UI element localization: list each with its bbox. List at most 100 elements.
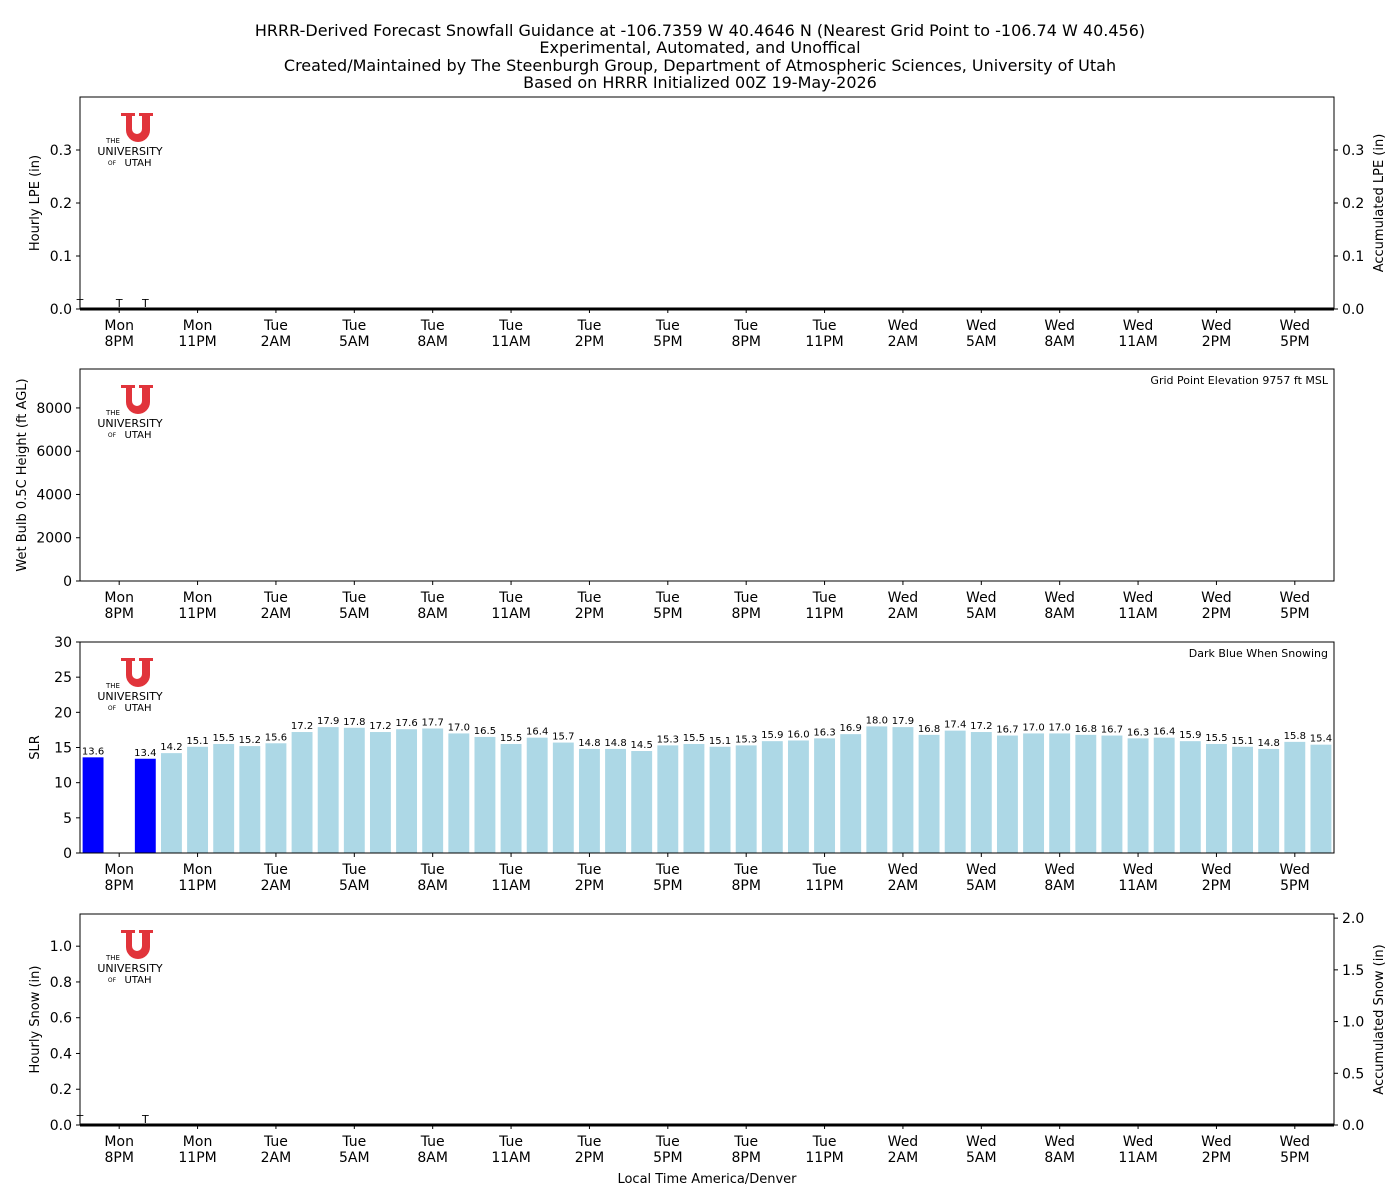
- utah-u-icon: [121, 658, 153, 687]
- slr-value-label: 17.6: [395, 718, 417, 729]
- x-tick-day: Tue: [576, 590, 601, 606]
- x-tick-time: 2PM: [1202, 334, 1231, 350]
- plot-frame: [79, 96, 1335, 310]
- title-line-4: Based on HRRR Initialized 00Z 19-May-202…: [523, 73, 877, 92]
- x-tick-day: Wed: [966, 318, 997, 334]
- x-tick-time: 5AM: [966, 334, 997, 350]
- x-tick-day: Tue: [420, 318, 445, 334]
- x-tick-time: 5PM: [1280, 334, 1309, 350]
- x-tick-time: 8PM: [731, 606, 760, 622]
- slr-value-label: 16.9: [840, 723, 862, 734]
- x-tick-day: Wed: [1123, 1134, 1154, 1150]
- y-axis-label-right: Accumulated LPE (in): [1372, 134, 1387, 273]
- x-tick-time: 8AM: [1044, 878, 1075, 894]
- slr-value-label: 16.4: [1153, 727, 1175, 738]
- slr-value-label: 14.8: [1258, 738, 1280, 749]
- y-tick-label-right: 1.0: [1342, 1015, 1364, 1031]
- x-tick-time: 11AM: [1118, 334, 1157, 350]
- slr-value-label: 15.5: [1205, 733, 1227, 744]
- x-tick-day: Mon: [104, 862, 134, 878]
- logo-the: THE: [105, 682, 120, 690]
- x-tick-time: 8PM: [104, 1150, 133, 1166]
- slr-bar: [1153, 737, 1175, 853]
- x-tick-time: 2PM: [575, 1150, 604, 1166]
- x-tick-time: 2AM: [261, 1150, 292, 1166]
- title-line-1: HRRR-Derived Forecast Snowfall Guidance …: [255, 21, 1145, 40]
- logo-university: UNIVERSITY: [97, 417, 163, 430]
- slr-bar: [187, 746, 209, 853]
- x-tick-day: Wed: [1123, 862, 1154, 878]
- x-tick-time: 8AM: [1044, 334, 1075, 350]
- y-tick-label-right: 0.0: [1342, 302, 1364, 318]
- panel-snow: T T0.00.20.40.60.81.00.00.51.01.52.0Accum…: [28, 911, 1387, 1166]
- y-tick-label-right: 1.5: [1342, 963, 1364, 979]
- slr-value-label: 17.0: [1022, 722, 1044, 733]
- y-axis-label: SLR: [28, 735, 43, 760]
- y-tick-label: 4000: [36, 487, 72, 503]
- x-tick-day: Mon: [104, 1134, 134, 1150]
- x-tick-time: 8AM: [417, 606, 448, 622]
- y-tick-label-right: 0.2: [1342, 196, 1364, 212]
- x-tick-day: Wed: [1201, 590, 1232, 606]
- slr-bar: [657, 745, 679, 853]
- x-tick-day: Wed: [888, 590, 919, 606]
- x-tick-time: 2AM: [888, 334, 919, 350]
- x-tick-day: Tue: [576, 318, 601, 334]
- x-tick-time: 5AM: [966, 878, 997, 894]
- slr-bar: [787, 740, 809, 853]
- slr-value-label: 17.4: [944, 720, 966, 731]
- y-tick-label: 0.2: [50, 196, 72, 212]
- x-tick-day: Mon: [183, 590, 213, 606]
- x-tick-day: Tue: [498, 590, 523, 606]
- slr-value-label: 17.0: [1049, 722, 1071, 733]
- logo-utah: UTAH: [124, 703, 151, 714]
- slr-value-label: 13.4: [134, 748, 156, 759]
- panel-annotation: Dark Blue When Snowing: [1189, 647, 1328, 660]
- logo-of: OF: [108, 160, 117, 167]
- utah-u-icon: [121, 930, 153, 959]
- x-tick-day: Tue: [733, 590, 758, 606]
- x-tick-day: Mon: [104, 590, 134, 606]
- y-tick-label-right: 0.1: [1342, 249, 1364, 265]
- x-tick-day: Tue: [812, 1134, 837, 1150]
- x-tick-time: 2AM: [261, 606, 292, 622]
- logo-university: UNIVERSITY: [97, 145, 163, 158]
- slr-bar: [474, 736, 496, 853]
- slr-bar: [1232, 746, 1254, 853]
- x-tick-day: Tue: [733, 318, 758, 334]
- slr-bar: [709, 746, 731, 853]
- x-tick-time: 8AM: [417, 334, 448, 350]
- x-tick-day: Mon: [183, 862, 213, 878]
- y-axis-label: Wet Bulb 0.5C Height (ft AGL): [15, 378, 30, 571]
- x-tick-time: 5AM: [339, 878, 370, 894]
- x-tick-time: 8PM: [104, 606, 133, 622]
- x-tick-day: Tue: [341, 1134, 366, 1150]
- slr-value-label: 17.2: [369, 721, 391, 732]
- slr-bar: [814, 738, 836, 853]
- y-tick-label: 0.8: [50, 975, 72, 991]
- x-tick-time: 11PM: [805, 606, 843, 622]
- x-tick-time: 5PM: [653, 334, 682, 350]
- y-tick-label: 0.6: [50, 1011, 72, 1027]
- x-tick-time: 8PM: [104, 334, 133, 350]
- title-line-2: Experimental, Automated, and Unoffical: [539, 38, 860, 57]
- slr-value-label: 17.2: [291, 721, 313, 732]
- chart-panels: T T T 0.0 0.1 0.2 0.3 0.0 0.1 0.2 0.3 Accumulated L…: [15, 96, 1387, 1166]
- y-tick-label: 30: [54, 635, 72, 651]
- title-line-3: Created/Maintained by The Steenburgh Gro…: [284, 56, 1116, 75]
- x-tick-day: Wed: [1280, 1134, 1311, 1150]
- x-tick-time: 5PM: [653, 1150, 682, 1166]
- x-tick-time: 8AM: [1044, 1150, 1075, 1166]
- slr-value-label: 15.6: [265, 732, 287, 743]
- x-tick-time: 11AM: [491, 334, 530, 350]
- x-tick-day: Mon: [183, 1134, 213, 1150]
- y-axis-label: Hourly LPE (in): [28, 155, 43, 251]
- slr-value-label: 15.1: [186, 736, 208, 747]
- y-tick-label-right: 2.0: [1342, 911, 1364, 927]
- slr-bar: [239, 746, 261, 853]
- x-tick-day: Tue: [655, 1134, 680, 1150]
- figure-header: HRRR-Derived Forecast Snowfall Guidance …: [255, 21, 1145, 92]
- utah-u-icon: [121, 385, 153, 414]
